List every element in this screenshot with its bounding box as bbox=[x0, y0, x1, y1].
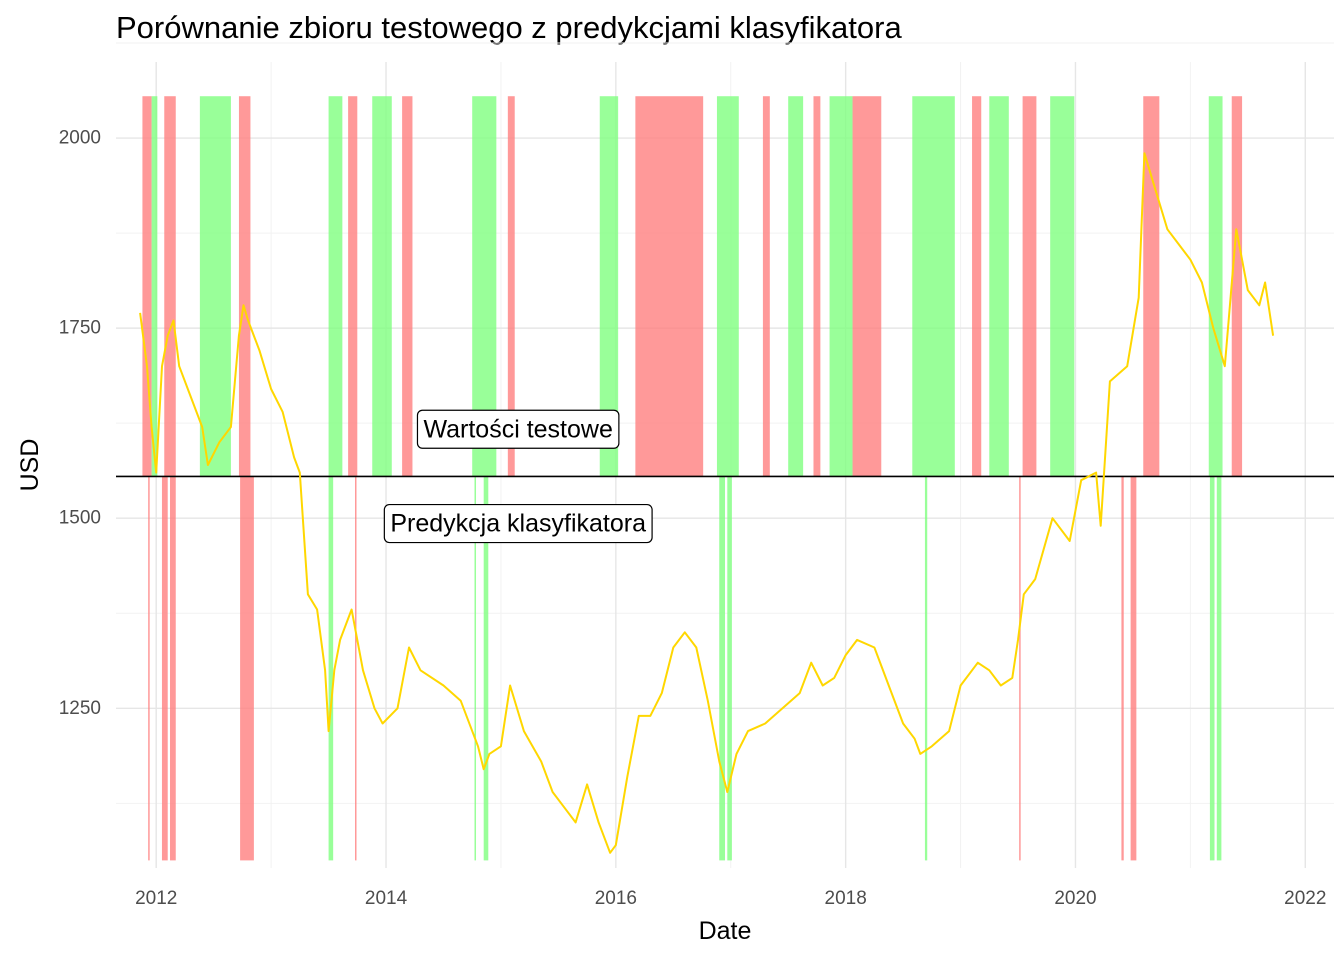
prediction-region-down bbox=[170, 476, 176, 861]
prediction-region-down bbox=[1130, 476, 1137, 861]
test-region-down bbox=[164, 96, 176, 477]
chart-title: Porównanie zbioru testowego z predykcjam… bbox=[116, 10, 902, 45]
test-region-up bbox=[372, 96, 392, 477]
prediction-region-down bbox=[161, 476, 168, 861]
region-bands bbox=[142, 96, 1243, 861]
prediction-region-down bbox=[1019, 476, 1021, 861]
test-region-down bbox=[852, 96, 882, 477]
annotation-box bbox=[416, 409, 620, 449]
test-region-up bbox=[829, 96, 853, 477]
test-region-up bbox=[1208, 96, 1223, 477]
x-tick-label: 2018 bbox=[825, 888, 867, 909]
prediction-region-up bbox=[1209, 476, 1215, 861]
test-region-up bbox=[151, 96, 158, 477]
prediction-region-up bbox=[474, 476, 477, 861]
y-tick-label: 2000 bbox=[59, 128, 101, 149]
prediction-region-up bbox=[328, 476, 334, 861]
y-tick-label: 1750 bbox=[59, 318, 101, 339]
test-region-down bbox=[762, 96, 770, 477]
x-axis-title: Date bbox=[699, 917, 752, 945]
test-region-down bbox=[142, 96, 152, 477]
test-region-up bbox=[912, 96, 955, 477]
test-region-up bbox=[788, 96, 804, 477]
prediction-region-up bbox=[727, 476, 732, 861]
test-region-down bbox=[402, 96, 413, 477]
annotation-box bbox=[383, 503, 653, 544]
annotation-label: Predykcja klasyfikatora bbox=[383, 503, 653, 544]
test-region-down bbox=[507, 96, 515, 477]
x-tick-label: 2020 bbox=[1054, 888, 1096, 909]
test-region-up bbox=[599, 96, 619, 477]
x-tick-label: 2022 bbox=[1284, 888, 1326, 909]
y-axis-title: USD bbox=[16, 439, 44, 492]
test-region-up bbox=[328, 96, 343, 477]
annotation-text: Predykcja klasyfikatora bbox=[390, 510, 646, 538]
annotations: Wartości testowe Predykcja klasyfikatora bbox=[383, 409, 653, 544]
prediction-region-down bbox=[148, 476, 150, 861]
prediction-region-up bbox=[924, 476, 928, 861]
test-region-down bbox=[1022, 96, 1037, 477]
test-region-down bbox=[972, 96, 982, 477]
annotation-label: Wartości testowe bbox=[416, 409, 620, 449]
prediction-region-up bbox=[719, 476, 725, 861]
test-region-up bbox=[199, 96, 231, 477]
prediction-region-down bbox=[1121, 476, 1124, 861]
test-region-down bbox=[1231, 96, 1243, 477]
annotation-text: Wartości testowe bbox=[423, 415, 612, 443]
price-series bbox=[139, 152, 1275, 854]
price-line bbox=[139, 152, 1275, 854]
test-region-down bbox=[1143, 96, 1160, 477]
test-region-down bbox=[348, 96, 358, 477]
x-tick-label: 2014 bbox=[365, 888, 408, 909]
test-region-up bbox=[716, 96, 739, 477]
prediction-region-up bbox=[1216, 476, 1222, 861]
x-tick-label: 2016 bbox=[595, 888, 637, 909]
test-region-down bbox=[813, 96, 821, 477]
prediction-region-up bbox=[483, 476, 489, 861]
y-tick-label: 1250 bbox=[59, 698, 101, 719]
y-tick-label: 1500 bbox=[59, 508, 101, 529]
test-region-down bbox=[238, 96, 251, 477]
x-tick-labels: 2012 2014 2016 2018 2020 2022 bbox=[135, 888, 1326, 909]
test-region-up bbox=[1050, 96, 1075, 477]
prediction-region-down bbox=[240, 476, 254, 861]
x-tick-label: 2012 bbox=[135, 888, 177, 909]
prediction-region-down bbox=[355, 476, 357, 861]
test-region-down bbox=[635, 96, 704, 477]
y-tick-labels: 1250 1500 1750 2000 bbox=[59, 128, 101, 719]
test-region-up bbox=[989, 96, 1009, 477]
